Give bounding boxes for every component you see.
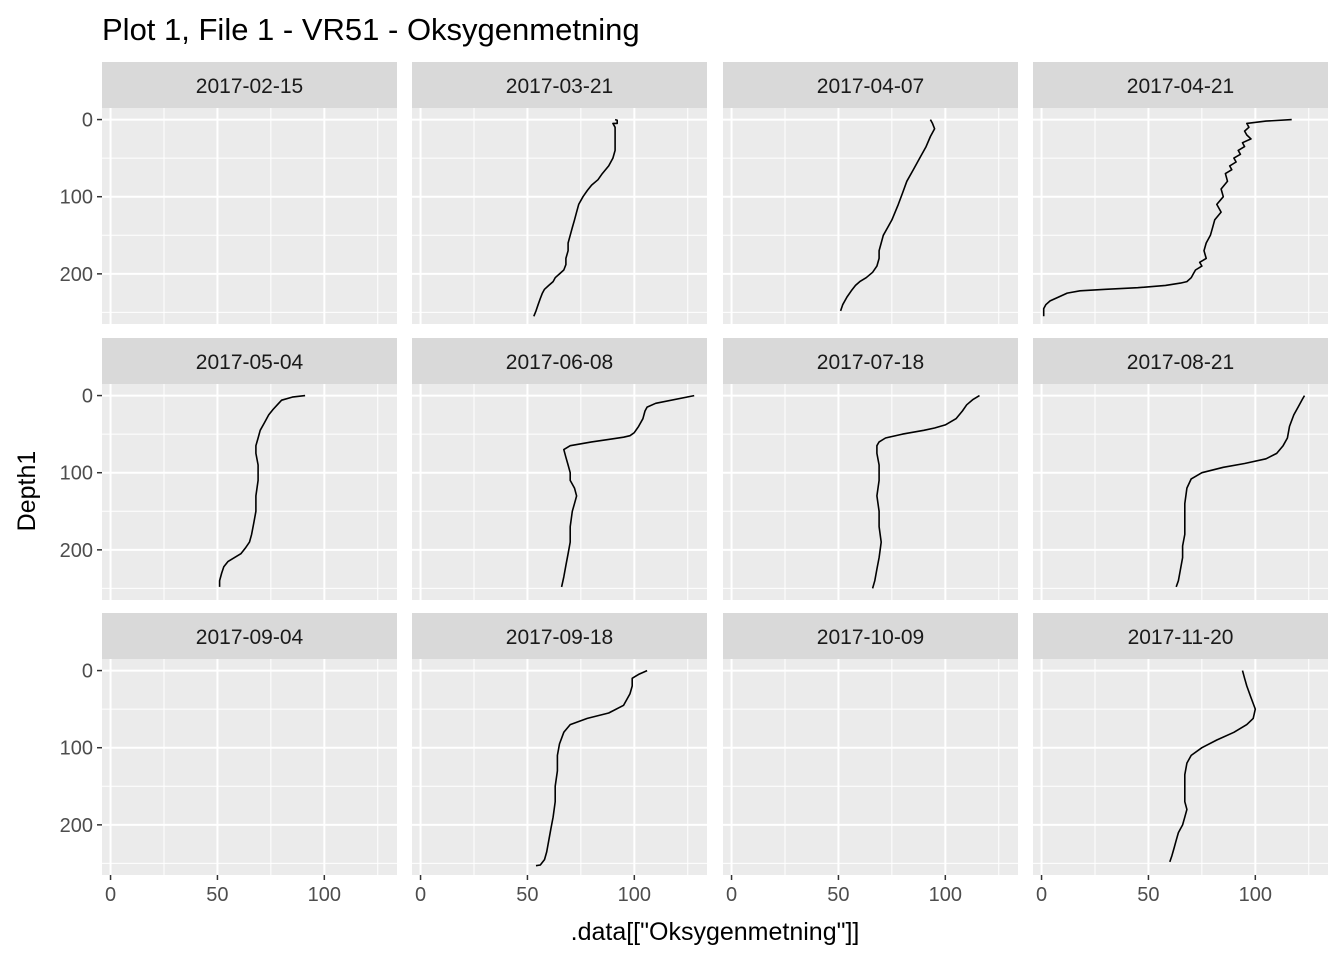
- facet-strip: [102, 62, 397, 108]
- series-line: [839, 119, 936, 312]
- series-line: [1175, 395, 1306, 588]
- facet-strip: [723, 338, 1018, 384]
- panel-background: [412, 384, 707, 600]
- facet-strip: [412, 338, 707, 384]
- facet-panel: 2017-09-04: [102, 613, 397, 875]
- x-tick-label: 0: [415, 884, 426, 906]
- x-tick-label: 100: [929, 884, 962, 906]
- facet-panel: 2017-06-08: [412, 338, 707, 600]
- facet-strip: [102, 613, 397, 659]
- x-tick-label: 50: [1137, 884, 1159, 906]
- facet-strip-label: 2017-03-21: [506, 75, 613, 98]
- series-line: [218, 394, 306, 587]
- facet-strip: [412, 62, 707, 108]
- facet-strip-label: 2017-04-21: [1127, 75, 1234, 98]
- facet-panel: 2017-10-09: [723, 613, 1018, 875]
- x-axis-title: .data[["Oksygenmetning"]]: [571, 918, 860, 946]
- y-tick-label: 0: [82, 661, 93, 683]
- x-tick-label: 0: [1036, 884, 1047, 906]
- facet-strip-label: 2017-05-04: [196, 351, 304, 374]
- panel-background: [723, 108, 1018, 324]
- series-line: [1042, 118, 1292, 317]
- x-tick-label: 0: [726, 884, 737, 906]
- facet-panel: 2017-03-21: [412, 62, 707, 324]
- facet-strip: [412, 613, 707, 659]
- series-line: [560, 394, 695, 588]
- y-tick-label: 200: [60, 540, 93, 562]
- series-line: [535, 669, 648, 867]
- x-tick-label: 0: [105, 884, 116, 906]
- facet-panels: 2017-02-15 2017-03-21 2017-04-07 2017-04-21…: [102, 62, 1328, 875]
- panel-background: [412, 108, 707, 324]
- y-tick-label: 100: [60, 187, 93, 209]
- facet-strip: [1033, 62, 1328, 108]
- panel-background: [1033, 108, 1328, 324]
- panel-background: [412, 659, 707, 875]
- panel-background: [102, 108, 397, 324]
- series-line: [533, 118, 619, 317]
- facet-strip: [102, 338, 397, 384]
- y-axis-title: Depth1: [13, 451, 41, 532]
- facet-strip-label: 2017-04-07: [817, 75, 924, 98]
- y-tick-label: 200: [60, 815, 93, 837]
- panel-background: [723, 384, 1018, 600]
- x-tick-label: 100: [618, 884, 651, 906]
- facet-strip: [1033, 613, 1328, 659]
- series-line: [1169, 670, 1257, 863]
- chart-title: Plot 1, File 1 - VR51 - Oksygenmetning: [102, 12, 640, 47]
- facet-panel: 2017-07-18: [723, 338, 1018, 600]
- facet-strip-label: 2017-09-04: [196, 626, 304, 649]
- x-axis-ticks: 0 50 100 0 50 100 0 50 100 0 50 100: [105, 875, 1272, 906]
- facet-panel: 2017-04-07: [723, 62, 1018, 324]
- facet-panel: 2017-04-21: [1033, 62, 1328, 324]
- x-tick-label: 50: [206, 884, 228, 906]
- facet-panel: 2017-08-21: [1033, 338, 1328, 600]
- y-tick-label: 200: [60, 264, 93, 286]
- x-tick-label: 100: [308, 884, 341, 906]
- facet-panel: 2017-02-15: [102, 62, 397, 324]
- facet-strip-label: 2017-06-08: [506, 351, 613, 374]
- facet-strip-label: 2017-07-18: [817, 351, 924, 374]
- panel-background: [723, 659, 1018, 875]
- x-tick-label: 50: [516, 884, 538, 906]
- panel-background: [102, 384, 397, 600]
- y-tick-label: 100: [60, 463, 93, 485]
- facet-strip-label: 2017-11-20: [1128, 626, 1234, 649]
- y-axis-ticks: 0 100 200 0 100 200 0 100 200: [60, 110, 102, 837]
- x-tick-label: 100: [1239, 884, 1272, 906]
- y-tick-label: 0: [82, 386, 93, 408]
- facet-strip-label: 2017-02-15: [196, 75, 303, 98]
- x-tick-label: 50: [827, 884, 849, 906]
- facet-strip: [1033, 338, 1328, 384]
- panel-background: [102, 659, 397, 875]
- panel-background: [1033, 659, 1328, 875]
- facet-strip-label: 2017-10-09: [817, 626, 924, 649]
- facet-strip-label: 2017-08-21: [1127, 351, 1234, 374]
- y-tick-label: 100: [60, 738, 93, 760]
- facet-panel: 2017-09-18: [412, 613, 707, 875]
- series-line: [871, 394, 980, 589]
- y-tick-label: 0: [82, 110, 93, 132]
- facet-strip-label: 2017-09-18: [506, 626, 613, 649]
- facet-strip: [723, 62, 1018, 108]
- panel-background: [1033, 384, 1328, 600]
- facet-panel: 2017-05-04: [102, 338, 397, 600]
- facet-panel: 2017-11-20: [1033, 613, 1328, 875]
- facet-strip: [723, 613, 1018, 659]
